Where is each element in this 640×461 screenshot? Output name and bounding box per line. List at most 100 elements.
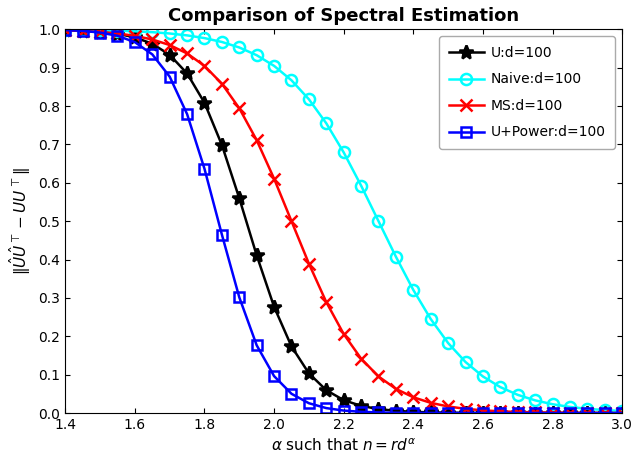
U+Power:d=100: [531, 410, 539, 416]
Title: Comparison of Spectral Estimation: Comparison of Spectral Estimation: [168, 7, 519, 25]
Naive:d=100: [253, 53, 260, 58]
Naive:d=100: [270, 63, 278, 69]
U+Power:d=100: [410, 410, 417, 416]
Naive:d=100: [114, 28, 122, 34]
Naive:d=100: [183, 33, 191, 38]
U:d=100: [601, 410, 609, 416]
Line: Naive:d=100: Naive:d=100: [60, 24, 628, 417]
MS:d=100: [566, 410, 573, 415]
U+Power:d=100: [61, 27, 69, 33]
Naive:d=100: [79, 27, 86, 33]
U:d=100: [148, 41, 156, 47]
MS:d=100: [270, 176, 278, 182]
MS:d=100: [531, 409, 539, 415]
U+Power:d=100: [618, 410, 626, 416]
U:d=100: [61, 27, 69, 33]
Naive:d=100: [531, 397, 539, 403]
U+Power:d=100: [183, 111, 191, 117]
U:d=100: [201, 100, 209, 106]
U:d=100: [410, 409, 417, 414]
U:d=100: [566, 410, 573, 416]
U:d=100: [305, 371, 313, 376]
Naive:d=100: [392, 254, 400, 260]
MS:d=100: [323, 299, 330, 305]
MS:d=100: [131, 33, 139, 39]
U:d=100: [340, 397, 348, 403]
Naive:d=100: [340, 150, 348, 155]
Naive:d=100: [218, 39, 226, 45]
MS:d=100: [584, 410, 591, 416]
U:d=100: [131, 35, 139, 40]
MS:d=100: [461, 406, 469, 412]
MS:d=100: [374, 374, 382, 379]
U+Power:d=100: [114, 33, 122, 39]
MS:d=100: [305, 261, 313, 266]
MS:d=100: [340, 331, 348, 337]
MS:d=100: [201, 63, 209, 69]
MS:d=100: [514, 409, 522, 415]
U+Power:d=100: [201, 166, 209, 171]
U+Power:d=100: [253, 343, 260, 348]
U:d=100: [323, 387, 330, 393]
U+Power:d=100: [96, 30, 104, 35]
U+Power:d=100: [287, 391, 295, 396]
U:d=100: [497, 410, 504, 416]
U+Power:d=100: [357, 409, 365, 414]
U+Power:d=100: [340, 408, 348, 414]
Naive:d=100: [305, 96, 313, 102]
Naive:d=100: [618, 408, 626, 414]
MS:d=100: [427, 400, 435, 406]
Naive:d=100: [287, 77, 295, 83]
U+Power:d=100: [131, 39, 139, 45]
U:d=100: [479, 410, 487, 416]
MS:d=100: [392, 386, 400, 392]
MS:d=100: [96, 29, 104, 35]
U+Power:d=100: [497, 410, 504, 416]
Naive:d=100: [166, 31, 173, 36]
Naive:d=100: [444, 340, 452, 346]
MS:d=100: [236, 106, 243, 111]
U+Power:d=100: [236, 295, 243, 300]
MS:d=100: [253, 137, 260, 143]
U:d=100: [357, 403, 365, 408]
U+Power:d=100: [79, 28, 86, 34]
U:d=100: [79, 28, 86, 33]
Naive:d=100: [61, 27, 69, 32]
Naive:d=100: [201, 35, 209, 41]
Naive:d=100: [497, 384, 504, 390]
U:d=100: [96, 29, 104, 35]
MS:d=100: [479, 408, 487, 413]
MS:d=100: [183, 51, 191, 56]
U+Power:d=100: [148, 52, 156, 57]
MS:d=100: [497, 408, 504, 414]
Line: U:d=100: U:d=100: [58, 23, 629, 420]
MS:d=100: [618, 410, 626, 416]
U:d=100: [114, 31, 122, 36]
Naive:d=100: [374, 219, 382, 224]
Naive:d=100: [548, 402, 556, 407]
Line: MS:d=100: MS:d=100: [59, 24, 628, 419]
Naive:d=100: [514, 392, 522, 397]
Naive:d=100: [236, 45, 243, 50]
U+Power:d=100: [444, 410, 452, 416]
U:d=100: [374, 406, 382, 412]
MS:d=100: [79, 28, 86, 34]
U+Power:d=100: [548, 410, 556, 416]
MS:d=100: [548, 410, 556, 415]
Naive:d=100: [479, 374, 487, 379]
U:d=100: [392, 408, 400, 414]
U:d=100: [183, 71, 191, 76]
U+Power:d=100: [218, 232, 226, 237]
Naive:d=100: [96, 28, 104, 33]
Naive:d=100: [584, 406, 591, 412]
X-axis label: $\alpha$ such that $n = rd^{\alpha}$: $\alpha$ such that $n = rd^{\alpha}$: [271, 437, 417, 454]
U+Power:d=100: [427, 410, 435, 416]
U:d=100: [514, 410, 522, 416]
MS:d=100: [444, 404, 452, 409]
Legend: U:d=100, Naive:d=100, MS:d=100, U+Power:d=100: U:d=100, Naive:d=100, MS:d=100, U+Power:…: [439, 36, 615, 149]
U:d=100: [253, 253, 260, 258]
U+Power:d=100: [601, 410, 609, 416]
U+Power:d=100: [392, 410, 400, 415]
U+Power:d=100: [305, 401, 313, 406]
U+Power:d=100: [566, 410, 573, 416]
